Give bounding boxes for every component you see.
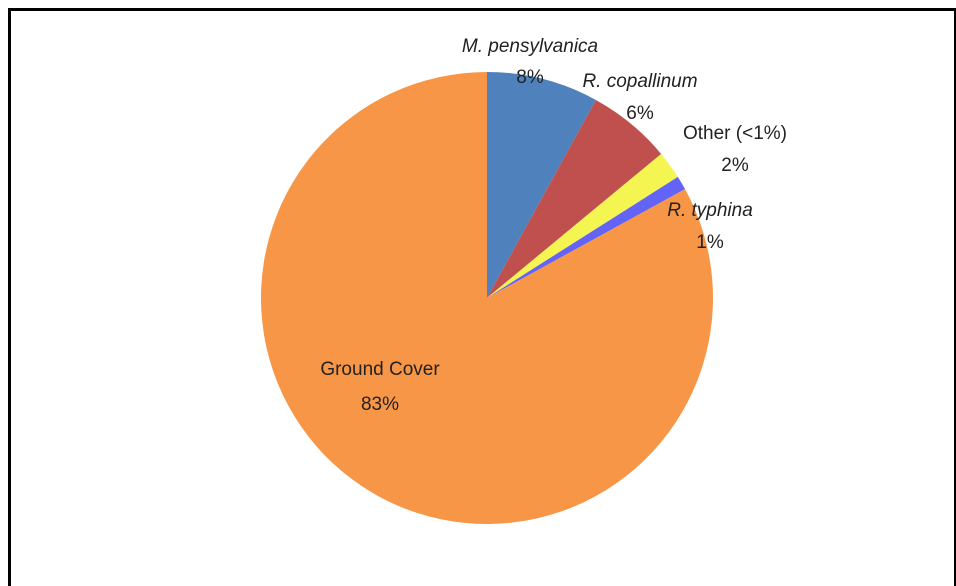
slice-value-label: 2% — [721, 155, 749, 176]
slice-value-label: 8% — [516, 67, 544, 88]
pie-slice — [487, 99, 662, 299]
slice-value-label: 6% — [626, 103, 654, 124]
slice-label: R. copallinum — [582, 71, 697, 92]
pie-slice — [487, 153, 678, 298]
pie-slice — [487, 72, 596, 298]
slice-label: M. pensylvanica — [462, 36, 598, 57]
pie-slice — [487, 176, 686, 298]
slice-label: R. typhina — [667, 200, 753, 221]
slice-value-label: 1% — [696, 232, 724, 253]
slice-label: Other (<1%) — [683, 123, 787, 144]
slice-label: Ground Cover — [320, 359, 440, 380]
pie-slice — [260, 72, 713, 524]
slice-value-label: 83% — [361, 394, 399, 415]
